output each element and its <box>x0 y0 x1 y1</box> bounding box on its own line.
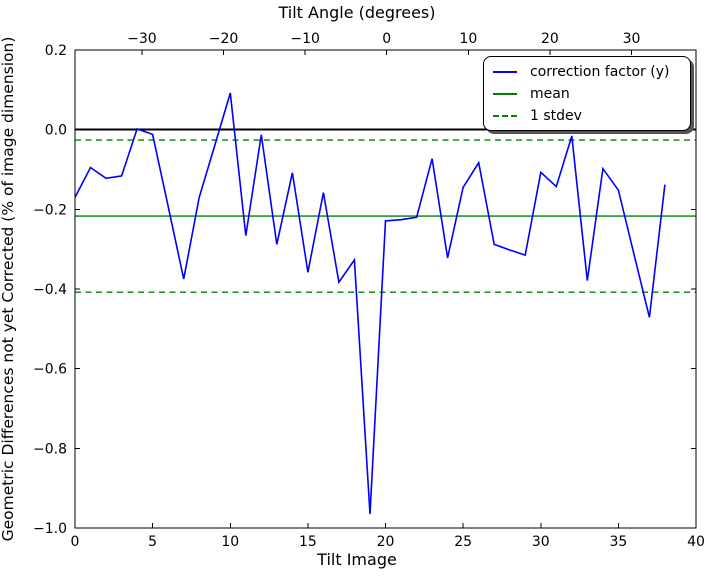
y-axis-title: Geometric Differences not yet Corrected … <box>0 36 17 542</box>
correction-factor-line <box>74 92 666 515</box>
top-tick-label: 0 <box>382 31 391 47</box>
y-tick-label: −1.0 <box>33 521 67 537</box>
legend-label: correction factor (y) <box>530 64 670 80</box>
x-tick-label: 20 <box>377 534 395 550</box>
x-tick-label: 30 <box>532 534 550 550</box>
y-tick-label: −0.2 <box>33 202 67 218</box>
x-tick-label: 0 <box>71 534 80 550</box>
legend-label: mean <box>530 86 570 102</box>
x-tick-label: 40 <box>687 534 705 550</box>
legend-label: 1 stdev <box>530 108 582 124</box>
legend-entry-mean: mean <box>484 83 690 105</box>
x-tick-label: 35 <box>609 534 627 550</box>
legend-entry-stdev: 1 stdev <box>484 105 690 127</box>
legend-line-sample-green-solid <box>493 93 517 95</box>
top-tick-label: 30 <box>623 31 641 47</box>
legend-line-sample-green-dashed <box>493 115 517 117</box>
y-tick-label: −0.6 <box>33 362 67 378</box>
x-tick-label: 5 <box>148 534 157 550</box>
y-tick-label: −0.4 <box>33 282 67 298</box>
x-tick-label: 25 <box>454 534 472 550</box>
y-tick-label: −0.8 <box>33 441 67 457</box>
legend-entry-correction-factor: correction factor (y) <box>484 61 690 83</box>
top-tick-label: 10 <box>459 31 477 47</box>
top-tick-label: −20 <box>209 31 239 47</box>
top-tick-label: −10 <box>290 31 320 47</box>
legend-line-sample-blue <box>493 71 517 73</box>
x-axis-title: Tilt Image <box>317 550 397 569</box>
x-tick-label: 15 <box>299 534 317 550</box>
top-axis-title: Tilt Angle (degrees) <box>278 3 436 22</box>
x-tick-label: 10 <box>221 534 239 550</box>
top-tick-label: −30 <box>127 31 157 47</box>
top-tick-label: 20 <box>541 31 559 47</box>
legend: correction factor (y) mean 1 stdev <box>483 56 691 131</box>
y-tick-label: 0.2 <box>45 43 67 59</box>
y-tick-label: 0.0 <box>45 123 67 139</box>
